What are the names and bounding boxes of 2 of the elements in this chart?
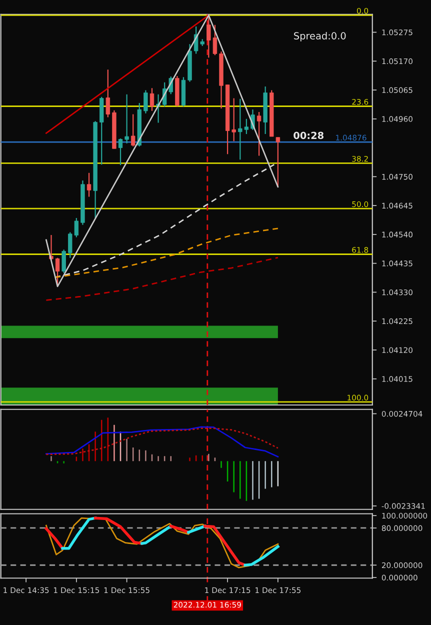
annotation: Spread:0.0 [294,32,346,42]
annotation: 00:28 [294,132,324,140]
